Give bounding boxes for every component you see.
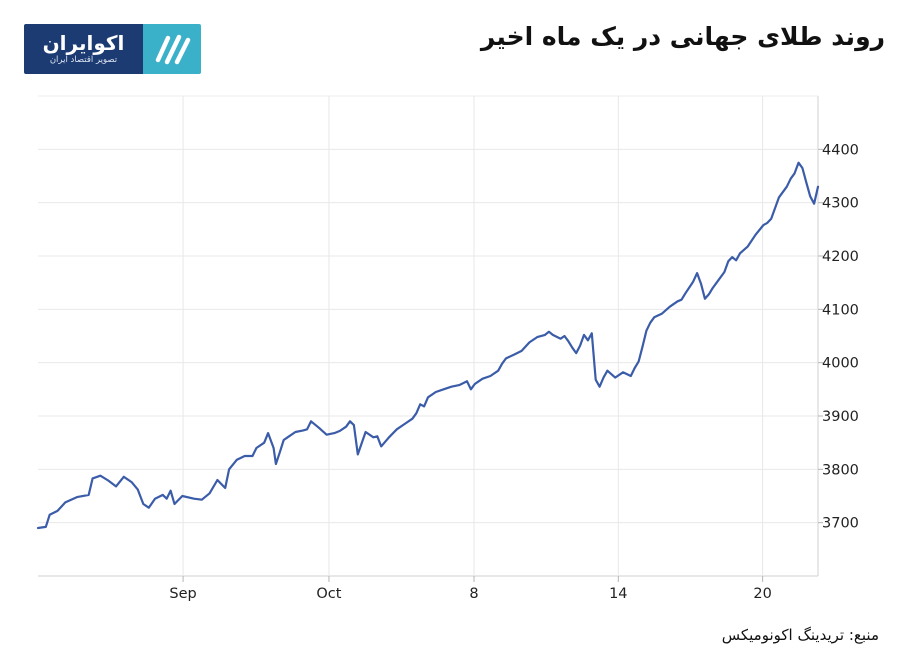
- chart-title: روند طلای جهانی در یک ماه اخیر: [480, 22, 885, 51]
- logo: اکوایران تصویر اقتصاد ایران: [24, 24, 201, 74]
- x-tick-label: Oct: [316, 586, 341, 602]
- source-note: منبع: تریدینگ اکونومیکس: [721, 626, 879, 644]
- y-tick-label: 3800: [822, 462, 859, 478]
- y-tick-label: 3900: [822, 409, 859, 425]
- x-tick-label: 20: [753, 586, 771, 602]
- y-tick-label: 4300: [822, 196, 859, 212]
- y-tick-label: 4100: [822, 302, 859, 318]
- y-tick-label: 4400: [822, 142, 859, 158]
- series-line-0: [36, 161, 820, 530]
- x-tick-label: 14: [609, 586, 627, 602]
- x-tick-label: 8: [469, 586, 478, 602]
- x-axis-ticks: Sep Oct 8 14 20: [169, 576, 772, 602]
- y-axis-ticks: 3700 3800 3900 4000 4100 4200 4300 4400: [818, 142, 859, 532]
- logo-tagline: تصویر اقتصاد ایران: [49, 55, 118, 65]
- ekoiran-stripes-icon: [143, 24, 201, 74]
- chart-series: [36, 161, 820, 530]
- chart-grid: [38, 95, 819, 577]
- logo-text-block: اکوایران تصویر اقتصاد ایران: [24, 24, 143, 74]
- y-tick-label: 3700: [822, 516, 859, 532]
- y-tick-label: 4000: [822, 356, 859, 372]
- y-tick-label: 4200: [822, 249, 859, 265]
- logo-name: اکوایران: [42, 31, 125, 55]
- x-tick-label: Sep: [169, 586, 196, 602]
